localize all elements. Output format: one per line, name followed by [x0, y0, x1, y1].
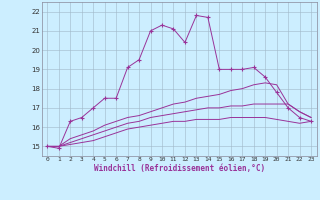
X-axis label: Windchill (Refroidissement éolien,°C): Windchill (Refroidissement éolien,°C): [94, 164, 265, 173]
